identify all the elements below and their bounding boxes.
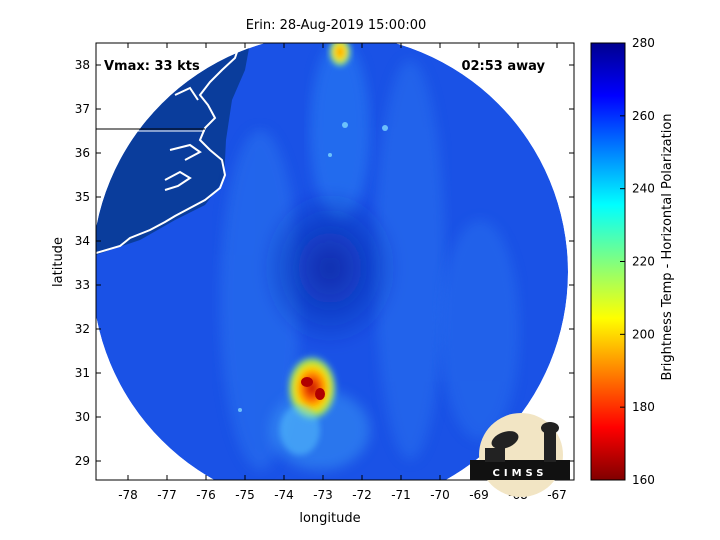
convection-trail <box>280 405 320 455</box>
y-tick-label: 29 <box>75 454 90 468</box>
rainband-east <box>375 60 445 460</box>
colorbar-tick-label: 260 <box>632 109 655 123</box>
logo-building-icon <box>485 448 505 462</box>
small-cells <box>238 122 388 412</box>
y-axis-title: latitude <box>51 237 66 287</box>
x-axis: -78-77-76-75-74-73-72-71-70-69-68-67 <box>118 43 567 502</box>
coastline-inlet-3 <box>159 50 192 72</box>
y-tick-label: 34 <box>75 234 90 248</box>
small-cell <box>328 153 332 157</box>
colorbar-ticks: 280 260 240 220 200 180 160 <box>620 36 655 487</box>
plot-title: Erin: 28-Aug-2019 15:00:00 <box>246 18 427 33</box>
logo-ground-band <box>470 460 570 480</box>
colorbar-tick-label: 220 <box>632 255 655 269</box>
y-tick-label: 31 <box>75 366 90 380</box>
x-tick-label: -69 <box>469 488 489 502</box>
colorbar-tick-label: 160 <box>632 473 655 487</box>
colorbar-tick-label: 240 <box>632 182 655 196</box>
x-tick-label: -72 <box>352 488 372 502</box>
convection-south-core <box>301 377 313 387</box>
convection-north <box>328 43 352 68</box>
y-tick-label: 30 <box>75 410 90 424</box>
logo-text: CIMSS <box>493 468 548 479</box>
x-axis-title: longitude <box>299 511 360 526</box>
cimss-logo: CIMSS <box>470 413 570 497</box>
x-tick-label: -78 <box>118 488 138 502</box>
y-tick-label: 38 <box>75 58 90 72</box>
coastline-path <box>96 43 241 254</box>
y-tick-label: 35 <box>75 190 90 204</box>
convection-south-core-2 <box>315 388 325 400</box>
colorbar-tick-label: 180 <box>632 400 655 414</box>
state-border <box>96 128 205 132</box>
x-tick-label: -67 <box>547 488 567 502</box>
colorbar-tick-label: 200 <box>632 327 655 341</box>
y-tick-label: 36 <box>75 146 90 160</box>
logo-dish-icon <box>491 431 519 449</box>
y-tick-label: 37 <box>75 102 90 116</box>
convection-south <box>286 354 338 422</box>
coastline-inlet-4 <box>174 86 199 101</box>
map-plot-area <box>96 43 574 480</box>
time-away-label: 02:53 away <box>461 59 545 74</box>
x-tick-label: -70 <box>430 488 450 502</box>
x-tick-label: -75 <box>235 488 255 502</box>
rainband-far-east <box>440 220 520 440</box>
logo-tower-top-icon <box>541 422 559 434</box>
colorbar <box>590 42 626 481</box>
small-cell <box>382 125 388 131</box>
rainband-north <box>310 43 370 220</box>
small-cell <box>342 122 348 128</box>
vmax-label: Vmax: 33 kts <box>104 59 200 74</box>
coastline-inlet-2 <box>169 143 202 161</box>
plot-frame <box>95 42 575 481</box>
logo-tower-icon <box>544 428 556 462</box>
coastline <box>96 43 241 254</box>
x-tick-label: -74 <box>274 488 294 502</box>
x-tick-label: -73 <box>313 488 333 502</box>
x-tick-label: -71 <box>391 488 411 502</box>
coastline-inlet-1 <box>164 170 192 191</box>
x-tick-label: -76 <box>196 488 216 502</box>
cyclone-center <box>260 188 400 348</box>
y-tick-label: 33 <box>75 278 90 292</box>
colorbar-label: Brightness Temp - Horizontal Polarizatio… <box>660 113 675 380</box>
y-axis: 38 37 36 35 34 33 32 31 30 29 <box>75 58 574 468</box>
colorbar-tick-label: 280 <box>632 36 655 50</box>
y-tick-label: 32 <box>75 322 90 336</box>
x-tick-label: -77 <box>157 488 177 502</box>
small-cell <box>238 408 242 412</box>
